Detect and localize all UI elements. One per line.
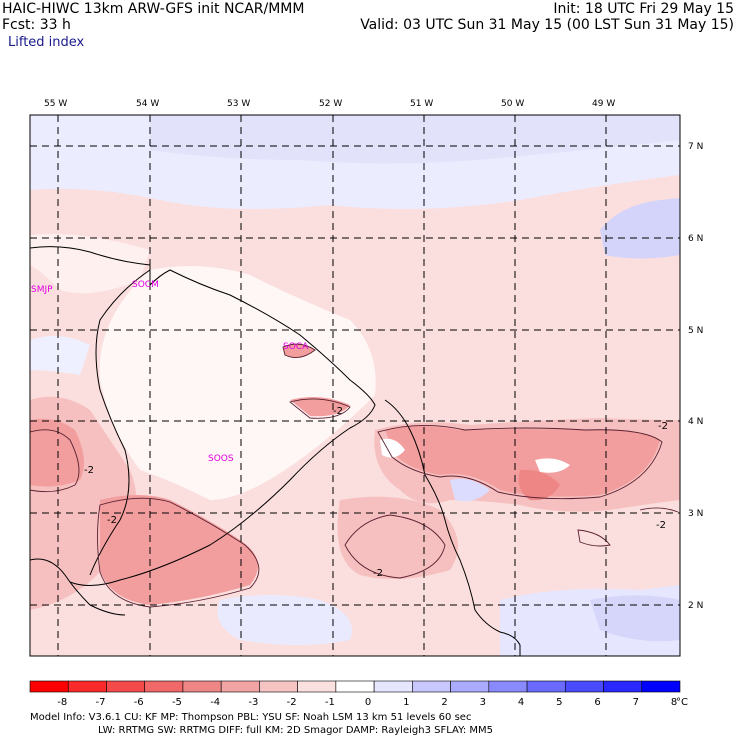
lon-label: 51 W xyxy=(410,99,433,109)
colorbar-tick-label: -7 xyxy=(95,697,105,708)
colorbar-tick-label: 6 xyxy=(594,697,600,708)
colorbar-swatch xyxy=(67,680,107,693)
contour-label: -2 xyxy=(333,406,343,417)
contour-labels: -2 -2 -2 -2 -2 -2 xyxy=(84,406,668,579)
contour-label: -2 xyxy=(373,568,383,579)
forecast-hour: Fcst: 33 h xyxy=(2,17,71,33)
lifted-index-field xyxy=(30,115,680,656)
colorbar-tick-label: -2 xyxy=(287,697,297,708)
colorbar-swatch xyxy=(641,680,681,693)
colorbar-swatch xyxy=(412,680,451,693)
lon-label: 55 W xyxy=(44,99,67,109)
lat-label: 2 N xyxy=(688,601,703,611)
plot-title: HAIC-HIWC 13km ARW-GFS init NCAR/MMM xyxy=(2,1,305,17)
lon-label: 52 W xyxy=(319,99,342,109)
colorbar-tick-label: -6 xyxy=(134,697,144,708)
colorbar-swatch xyxy=(259,680,298,693)
colorbar-swatch xyxy=(29,680,69,693)
contours xyxy=(30,343,679,608)
station-label: SOCM xyxy=(132,280,159,290)
colorbar-labels: -8 -7 -6 -5 -4 -3 -2 -1 0 1 2 3 4 5 6 7 8 xyxy=(57,697,677,708)
lon-label: 49 W xyxy=(592,99,615,109)
colorbar-swatch xyxy=(603,680,643,693)
lat-label: 4 N xyxy=(688,417,703,427)
colorbar-swatch xyxy=(106,680,146,693)
latitude-labels: 7 N 6 N 5 N 4 N 3 N 2 N xyxy=(688,142,703,611)
lat-label: 6 N xyxy=(688,234,703,244)
colorbar-swatch xyxy=(373,680,413,693)
station-label: SOCA xyxy=(283,342,309,352)
stations: SMJP SOCM SOCA SOOS xyxy=(31,280,309,464)
contour-label: -2 xyxy=(656,520,666,531)
station-label: SOOS xyxy=(208,454,234,464)
colorbar-tick-label: -4 xyxy=(210,697,220,708)
colorbar-tick-label: 8 xyxy=(671,697,677,708)
colorbar-tick-label: 4 xyxy=(518,697,524,708)
colorbar-swatch xyxy=(564,680,604,693)
colorbar-tick-label: -8 xyxy=(57,697,67,708)
colorbar-unit: °C xyxy=(676,697,688,708)
colorbar-swatch xyxy=(182,680,222,693)
colorbar xyxy=(29,680,681,693)
station-label: SMJP xyxy=(31,285,53,295)
colorbar-swatch xyxy=(335,680,375,693)
colorbar-swatch xyxy=(450,680,490,693)
colorbar-swatch xyxy=(297,680,337,693)
colorbar-tick-label: 5 xyxy=(556,697,562,708)
colorbar-tick-label: 1 xyxy=(403,697,409,708)
longitude-labels: 55 W 54 W 53 W 52 W 51 W 50 W 49 W xyxy=(44,99,615,109)
contour-label: -2 xyxy=(658,421,668,432)
contour-label: -2 xyxy=(107,515,117,526)
lat-label: 5 N xyxy=(688,326,703,336)
contour-label: -2 xyxy=(84,465,94,476)
lat-label: 3 N xyxy=(688,509,703,519)
colorbar-swatch xyxy=(220,680,260,693)
valid-time: Valid: 03 UTC Sun 31 May 15 (00 LST Sun … xyxy=(360,17,734,33)
graticule xyxy=(30,115,680,656)
colorbar-tick-label: -3 xyxy=(248,697,258,708)
colorbar-swatch xyxy=(526,680,566,693)
colorbar-tick-label: 7 xyxy=(633,697,639,708)
field-name: Lifted index xyxy=(8,35,85,50)
init-time: Init: 18 UTC Fri 29 May 15 xyxy=(553,1,734,17)
colorbar-tick-label: 0 xyxy=(365,697,371,708)
map-frame xyxy=(29,114,681,657)
lon-label: 53 W xyxy=(227,99,250,109)
lat-label: 7 N xyxy=(688,142,703,152)
colorbar-tick-label: 2 xyxy=(441,697,447,708)
model-info-line-2: LW: RRTMG SW: RRTMG DIFF: full KM: 2D Sm… xyxy=(98,725,494,736)
model-info-line-1: Model Info: V3.6.1 CU: KF MP: Thompson P… xyxy=(30,712,472,723)
colorbar-tick-label: -1 xyxy=(325,697,335,708)
colorbar-tick-label: -5 xyxy=(172,697,182,708)
lon-label: 54 W xyxy=(136,99,159,109)
colorbar-swatch xyxy=(144,680,184,693)
colorbar-swatch xyxy=(488,680,528,693)
colorbar-tick-label: 3 xyxy=(480,697,486,708)
lon-label: 50 W xyxy=(501,99,524,109)
